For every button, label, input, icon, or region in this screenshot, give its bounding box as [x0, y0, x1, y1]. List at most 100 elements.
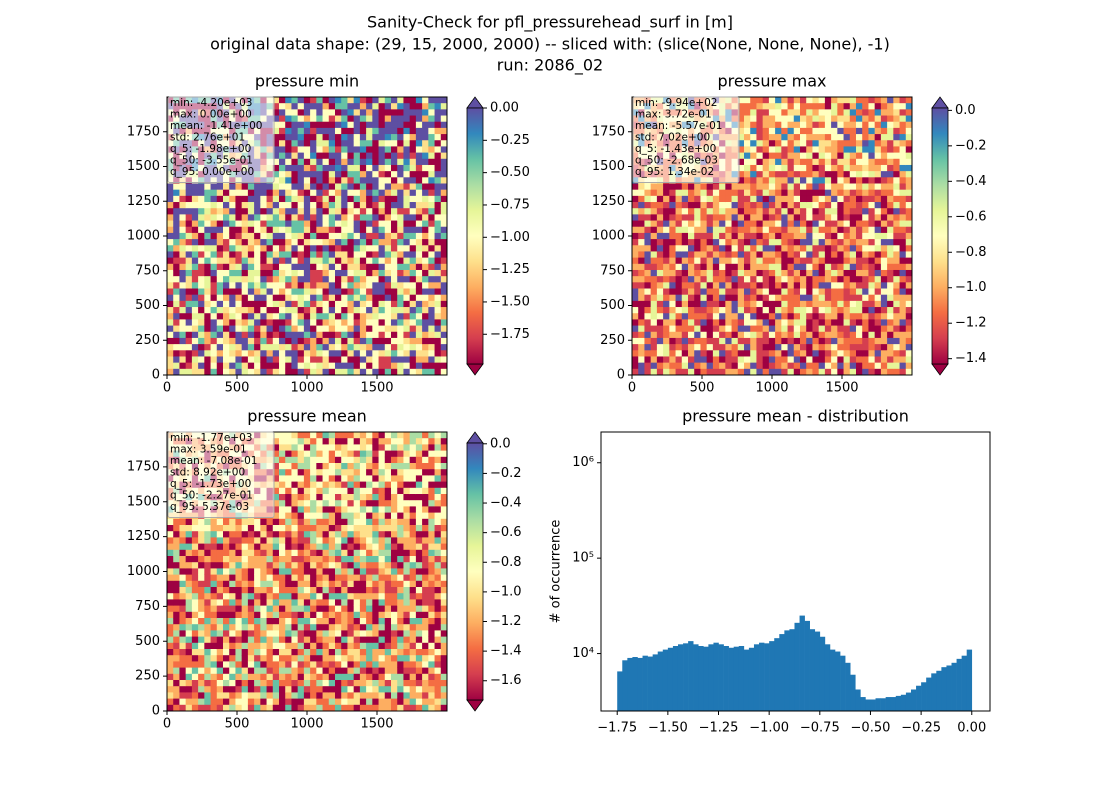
heatmap-cell [887, 226, 894, 234]
heatmap-cell [397, 325, 404, 333]
heatmap-cell [279, 177, 286, 184]
heatmap-cell [688, 350, 695, 357]
heatmap-cell [285, 344, 292, 351]
heatmap-cell [725, 245, 732, 252]
heatmap-cell [353, 183, 361, 191]
heatmap-cell [316, 294, 323, 302]
heatmap-cell [397, 313, 404, 320]
heatmap-cell [223, 183, 230, 191]
heatmap-cell [403, 263, 411, 271]
heatmap-cell [781, 158, 788, 166]
heatmap-cell [862, 251, 869, 259]
heatmap-cell [800, 121, 807, 129]
heatmap-cell [632, 307, 639, 314]
heatmap-cell [434, 109, 442, 116]
heatmap-cell [310, 121, 317, 129]
heatmap-cell [247, 325, 255, 333]
heatmap-cell [422, 121, 429, 129]
heatmap-cell [409, 232, 417, 240]
heatmap-cell [191, 195, 199, 203]
heatmap-cell [644, 251, 652, 259]
heatmap-cell [210, 368, 218, 376]
heatmap-cell [762, 202, 770, 209]
heatmap-cell [899, 282, 907, 289]
heatmap-cell [831, 294, 838, 302]
heatmap-cell [366, 282, 373, 289]
heatmap-cell [403, 220, 411, 228]
heatmap-cell [638, 282, 645, 289]
heatmap-cell [632, 269, 639, 277]
heatmap-cell [391, 183, 398, 191]
heatmap-cell [191, 568, 199, 575]
heatmap-cell [880, 127, 888, 135]
heatmap-cell [391, 152, 398, 160]
heatmap-cell [229, 263, 236, 271]
heatmap-cell [384, 276, 392, 283]
heatmap-cell [843, 140, 851, 147]
heatmap-cell [372, 171, 379, 178]
heatmap-cell [856, 220, 863, 228]
heatmap-cell [167, 232, 174, 240]
heatmap-cell [868, 121, 876, 129]
heatmap-cell [428, 134, 435, 141]
heatmap-cell [824, 368, 832, 376]
heatmap-cell [254, 300, 261, 308]
heatmap-cell [310, 276, 317, 283]
heatmap-cell [279, 294, 286, 302]
heatmap-cell [272, 469, 280, 476]
heatmap-cell [862, 282, 869, 289]
heatmap-cell [247, 531, 255, 538]
heatmap-cell [359, 288, 367, 296]
heatmap-cell [266, 692, 274, 699]
heatmap-cell [347, 368, 355, 376]
heatmap-cell [241, 562, 249, 569]
heatmap-cell [837, 300, 844, 308]
heatmap-cell [347, 257, 355, 265]
heatmap-cell [279, 226, 286, 234]
heatmap-cell [167, 686, 174, 693]
heatmap-cell [694, 356, 701, 364]
heatmap-cell [409, 202, 417, 209]
heatmap-cell [216, 251, 224, 259]
x-tick-label: 500 [225, 381, 250, 396]
heatmap-cell [366, 288, 373, 296]
heatmap-cell [434, 245, 442, 252]
heatmap-cell [173, 269, 180, 277]
heatmap-cell [272, 276, 280, 283]
heatmap-cell [849, 220, 857, 228]
heatmap-cell [260, 649, 267, 656]
heatmap-cell [191, 319, 199, 326]
heatmap-cell [310, 103, 317, 110]
heatmap-cell [893, 208, 900, 215]
heatmap-cell [781, 325, 788, 333]
heatmap-cell [856, 269, 863, 277]
heatmap-cell [887, 208, 894, 215]
heatmap-cell [750, 140, 757, 147]
heatmap-cell [216, 300, 224, 308]
heatmap-cell [241, 518, 249, 526]
heatmap-cell [223, 525, 230, 532]
heatmap-cell [272, 661, 280, 668]
heatmap-cell [824, 158, 832, 166]
heatmap-cell [310, 344, 317, 351]
heatmap-cell [235, 692, 243, 699]
heatmap-cell [756, 103, 764, 110]
heatmap-cell [409, 208, 417, 215]
heatmap-cell [235, 282, 243, 289]
heatmap-cell [191, 368, 199, 376]
heatmap-cell [204, 518, 211, 526]
heatmap-cell [316, 115, 323, 123]
heatmap-cell [229, 202, 236, 209]
heatmap-cell [328, 276, 336, 283]
heatmap-cell [409, 344, 417, 351]
heatmap-cell [868, 362, 876, 370]
heatmap-cell [322, 337, 330, 345]
heatmap-cell [372, 337, 379, 345]
heatmap-cell [272, 568, 280, 575]
heatmap-cell [899, 109, 907, 116]
heatmap-cell [887, 115, 894, 123]
heatmap-cell [297, 319, 305, 326]
heatmap-cell [359, 127, 367, 135]
heatmap-cell [725, 257, 732, 265]
heatmap-cell [800, 331, 807, 339]
